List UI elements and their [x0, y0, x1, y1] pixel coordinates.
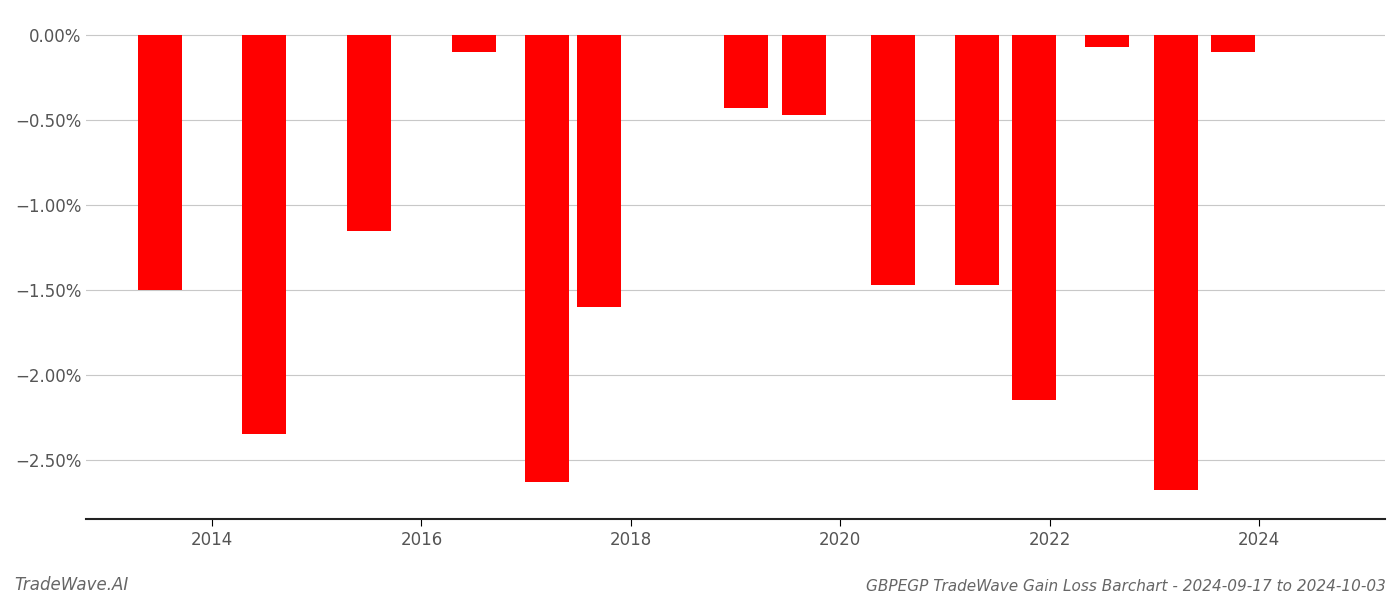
Bar — [1085, 35, 1130, 47]
Bar — [1012, 35, 1056, 400]
Bar — [347, 35, 391, 230]
Bar — [1154, 35, 1197, 490]
Bar — [577, 35, 622, 307]
Bar — [781, 35, 826, 115]
Bar — [452, 35, 496, 52]
Text: TradeWave.AI: TradeWave.AI — [14, 576, 129, 594]
Bar — [871, 35, 914, 285]
Bar — [1211, 35, 1256, 52]
Bar — [242, 35, 286, 434]
Bar — [724, 35, 769, 109]
Bar — [525, 35, 568, 482]
Bar — [137, 35, 182, 290]
Text: GBPEGP TradeWave Gain Loss Barchart - 2024-09-17 to 2024-10-03: GBPEGP TradeWave Gain Loss Barchart - 20… — [867, 579, 1386, 594]
Bar — [955, 35, 998, 285]
